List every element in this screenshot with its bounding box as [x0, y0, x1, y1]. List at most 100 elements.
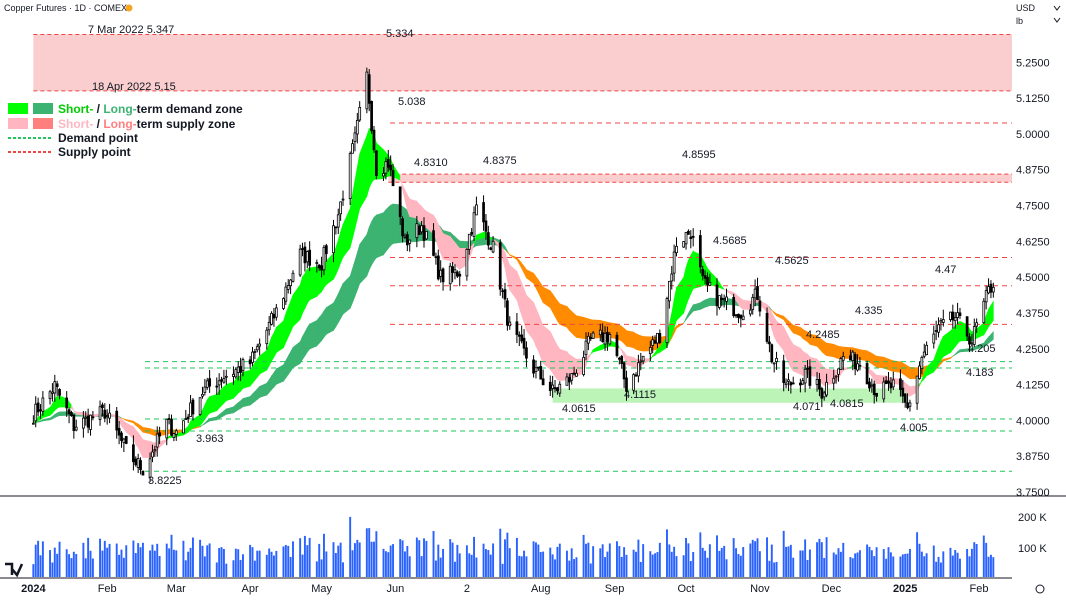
long-term-band-segment [559, 303, 568, 328]
y-tick-label: 5.2500 [1016, 57, 1050, 69]
long-term-band-segment [633, 331, 637, 350]
volume-bar [308, 537, 311, 577]
candle-body [887, 380, 890, 384]
candle-body [491, 240, 495, 253]
price-annotation: 4.8595 [682, 149, 716, 161]
long-term-band-segment [549, 289, 553, 313]
short-term-band-segment [952, 325, 956, 351]
volume-bar [587, 542, 590, 577]
candle-body [358, 106, 362, 121]
volume-bar [425, 540, 428, 577]
volume-bar [468, 553, 471, 577]
volume-bar [525, 556, 528, 577]
volume-bar [153, 550, 156, 577]
volume-bar [137, 543, 140, 577]
candle-body [525, 347, 528, 359]
volume-bar [575, 557, 578, 577]
x-tick-label: 2025 [893, 583, 917, 595]
volume-bar [565, 550, 568, 577]
long-term-band-segment [254, 388, 258, 403]
short-term-band-segment [542, 324, 551, 371]
candle-body [853, 354, 857, 370]
candle-body [975, 322, 979, 327]
volume-bar [237, 549, 240, 577]
volume-bar [403, 551, 406, 577]
volume-bar [775, 561, 778, 577]
long-term-band-segment [704, 298, 708, 308]
short-term-band-segment [788, 336, 792, 368]
candle-body [937, 324, 940, 333]
volume-bar [585, 543, 587, 577]
volume-bar [106, 547, 109, 577]
candle-body [834, 375, 838, 378]
supply-zone [33, 34, 1012, 91]
volume-bar [165, 543, 168, 577]
candle-body [856, 363, 859, 371]
volume-bar [334, 553, 337, 577]
candle-body [984, 290, 988, 303]
long-term-band-segment [557, 299, 561, 326]
volume-bar [258, 550, 261, 577]
long-term-band-segment [821, 339, 825, 355]
volume-bar [215, 562, 218, 577]
volume-bar [985, 542, 988, 577]
candle-body [484, 220, 488, 232]
long-term-band-segment [337, 288, 341, 323]
volume-bar [716, 535, 718, 577]
volume-bar [939, 562, 942, 577]
volume-bar [375, 531, 378, 577]
candle-body [622, 362, 626, 380]
candle-body [822, 392, 826, 398]
candle-body [124, 436, 128, 444]
long-term-band-segment [149, 428, 153, 436]
short-term-band-segment [740, 298, 744, 311]
candle-body [584, 340, 588, 356]
long-term-band-segment [623, 327, 627, 347]
short-term-band-segment [271, 331, 275, 363]
settings-gear-icon[interactable] [1035, 584, 1045, 594]
candle-body [949, 311, 952, 320]
volume-bar [854, 553, 857, 577]
volume-bar [120, 549, 123, 577]
candle-body [58, 389, 61, 396]
candle-body [668, 280, 671, 302]
candle-body [98, 406, 102, 420]
long-term-band-segment [866, 350, 870, 363]
candle-body [274, 307, 278, 318]
short-term-band-segment [309, 266, 318, 301]
candle-body [355, 119, 359, 135]
candle-body [384, 161, 388, 174]
volume-bar [225, 563, 228, 577]
currency-chevron-down-icon[interactable] [1053, 5, 1061, 11]
candle-body [689, 236, 693, 239]
candle-body [799, 382, 802, 386]
volume-bar [901, 554, 904, 577]
volume-tick-label: 100 K [1018, 543, 1047, 555]
candle-body [389, 164, 393, 171]
short-term-band-segment [988, 304, 992, 328]
candle-body [217, 380, 221, 386]
tradingview-logo-icon[interactable] [5, 562, 24, 578]
short-term-band-segment [554, 340, 558, 381]
long-term-band-segment [621, 325, 625, 345]
candle-body [637, 362, 640, 377]
long-term-band-segment [302, 331, 306, 361]
volume-bar [265, 554, 268, 577]
volume-bar [201, 545, 204, 577]
volume-bar [484, 549, 487, 577]
long-term-band-segment [907, 365, 911, 380]
candle-body [541, 378, 545, 386]
candle-body [567, 377, 571, 383]
long-term-band-segment [823, 341, 827, 357]
volume-bar [651, 554, 654, 577]
short-term-band-segment [454, 241, 458, 269]
unit-chevron-down-icon[interactable] [1053, 17, 1061, 23]
unit-label[interactable]: lb [1016, 16, 1023, 26]
candle-body [708, 281, 712, 286]
short-term-band-segment [225, 381, 234, 402]
short-term-band-segment [442, 233, 451, 262]
volume-bar [68, 554, 71, 577]
short-term-band-segment [290, 294, 294, 332]
currency-label[interactable]: USD [1016, 3, 1036, 13]
volume-bar [53, 547, 56, 577]
